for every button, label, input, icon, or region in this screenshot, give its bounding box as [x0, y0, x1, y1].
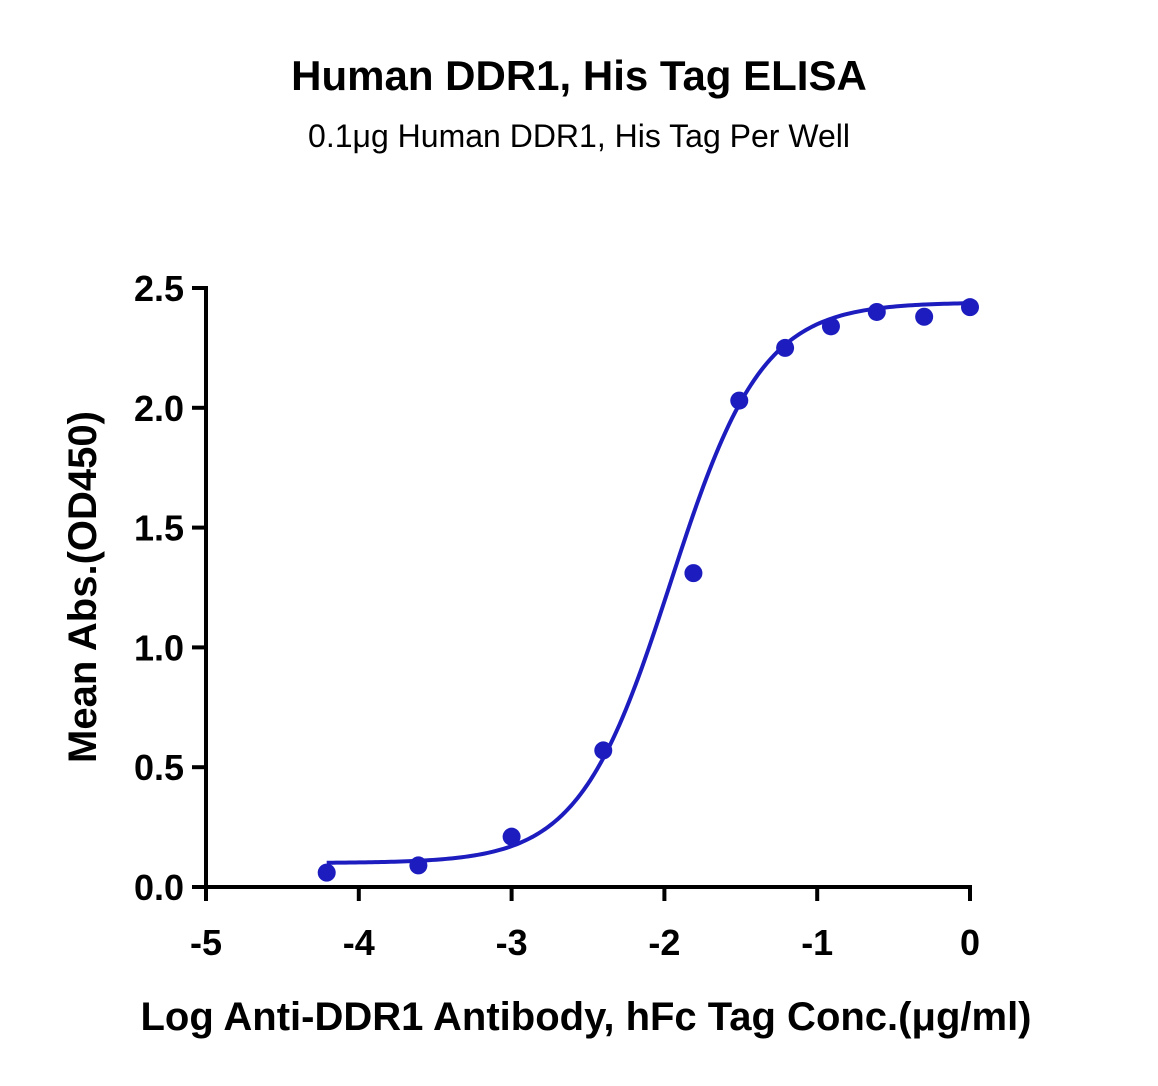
data-point [821, 317, 840, 336]
x-tick-label: -5 [190, 922, 222, 963]
data-points-layer [317, 298, 979, 882]
data-point [915, 307, 934, 326]
y-tick-label: 2.5 [134, 268, 184, 309]
x-tick-label: -4 [343, 922, 375, 963]
y-tick-label: 2.0 [134, 388, 184, 429]
data-point [317, 863, 336, 882]
data-point [594, 741, 613, 760]
fit-curve-layer [326, 301, 971, 865]
data-point [730, 391, 749, 410]
data-point [409, 856, 428, 875]
data-point [961, 298, 979, 317]
y-tick-label: 1.0 [134, 627, 184, 668]
axes: 0.0 0.5 1.0 1.5 2.0 2.5 -5 -4 -3 -2 -1 0 [134, 268, 980, 963]
data-point [776, 338, 795, 357]
chart-subtitle: 0.1μg Human DDR1, His Tag Per Well [308, 118, 850, 154]
data-point [684, 564, 703, 583]
data-point [502, 827, 521, 846]
chart-title: Human DDR1, His Tag ELISA [291, 52, 867, 99]
x-tick-label: -1 [801, 922, 833, 963]
data-point [867, 302, 886, 321]
x-axis-title: Log Anti-DDR1 Antibody, hFc Tag Conc.(μg… [140, 995, 1031, 1039]
y-tick-label: 0.0 [134, 867, 184, 908]
fit-curve [326, 301, 971, 865]
y-tick-label: 1.5 [134, 508, 184, 549]
y-tick-label: 0.5 [134, 747, 184, 788]
x-tick-label: -3 [496, 922, 528, 963]
x-tick-label: -2 [648, 922, 680, 963]
y-axis-title: Mean Abs.(OD450) [61, 411, 105, 763]
x-tick-label: 0 [960, 922, 980, 963]
